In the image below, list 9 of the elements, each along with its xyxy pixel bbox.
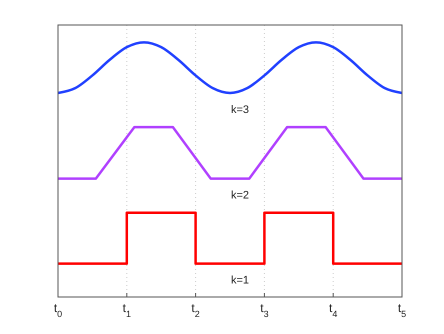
x-tick-label: t$_{1}$ — [122, 301, 131, 319]
annotation: k=1 — [230, 274, 250, 287]
annotation: k=2 — [230, 189, 250, 202]
annotation: k=3 — [230, 104, 250, 116]
x-tick-label: t$_{5}$ — [398, 301, 406, 319]
x-tick-label: t$_{4}$ — [329, 301, 338, 319]
x-tick-label: t$_{3}$ — [260, 301, 269, 319]
x-tick-label: t$_{2}$ — [191, 301, 200, 319]
x-tick-label: t$_{0}$ — [54, 301, 62, 319]
